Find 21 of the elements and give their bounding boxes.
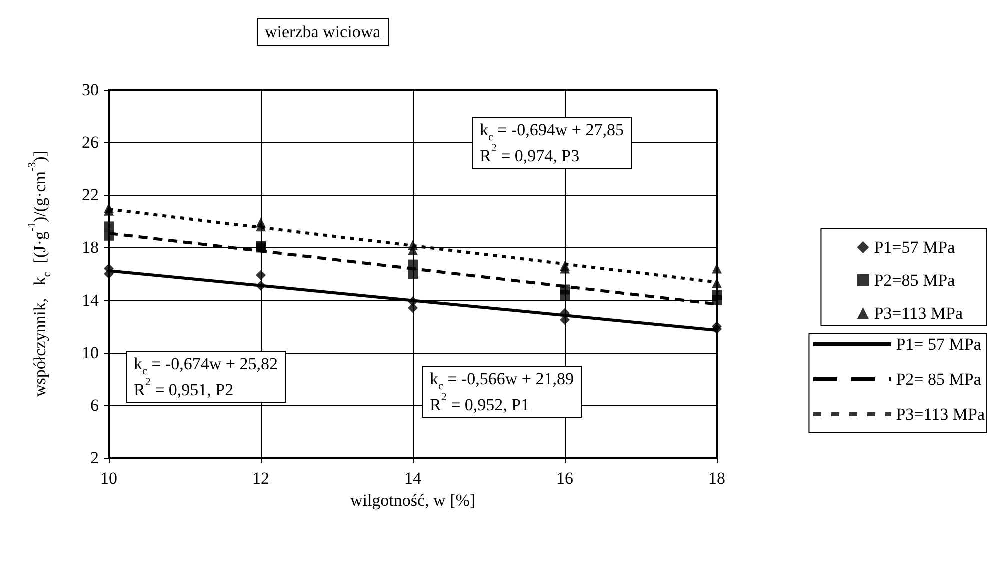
y-tick-label: 22 [82, 186, 99, 205]
x-axis-title: wilgotność, w [%] [350, 491, 476, 510]
legend-label: P2= 85 MPa [896, 370, 982, 389]
y-tick-label: 18 [82, 238, 99, 258]
x-tick-label: 12 [252, 469, 270, 488]
y-tick-label: 30 [82, 80, 99, 100]
y-tick-label: 2 [90, 448, 99, 468]
y-tick-label: 26 [82, 133, 99, 152]
legend-label: P3=113 MPa [896, 405, 986, 424]
y-tick-label: 6 [90, 396, 99, 415]
y-axis-title: współczynnik, kc [(J·g-1)/(g·cm-3)] [26, 150, 54, 398]
legend-label: P1=57 MPa [874, 238, 956, 257]
x-tick-label: 18 [708, 469, 726, 488]
y-tick-label: 10 [82, 343, 99, 362]
x-tick-label: 16 [556, 469, 574, 488]
chart-title: wierzba wiciowa [265, 22, 382, 42]
x-tick-label: 14 [404, 469, 422, 488]
legend-label: P1= 57 MPa [896, 335, 982, 354]
legend-label: P2=85 MPa [874, 271, 956, 290]
y-tick-label: 14 [82, 290, 100, 310]
legend-label: P3=113 MPa [874, 304, 964, 323]
